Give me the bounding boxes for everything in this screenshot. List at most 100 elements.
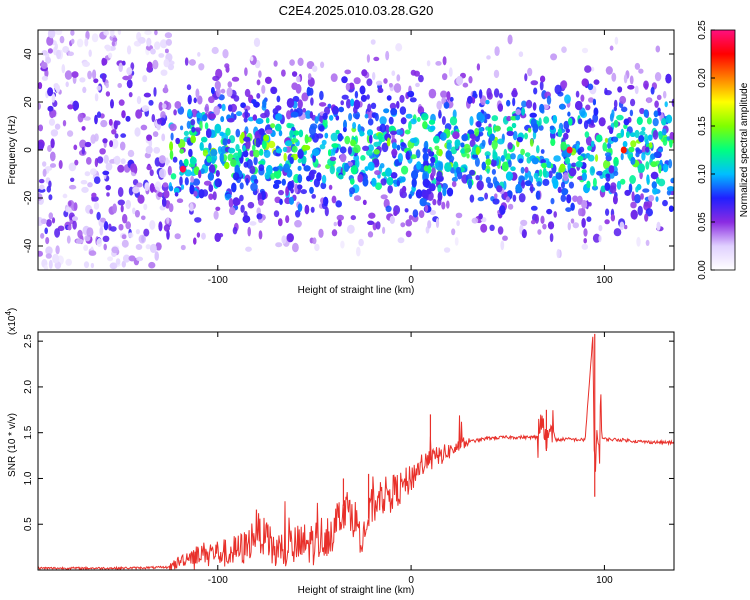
heatmap-cell [333, 221, 337, 227]
heatmap-cell [341, 94, 349, 100]
heatmap-cell [309, 186, 314, 194]
heatmap-x-axis-label: Height of straight line (km) [298, 285, 415, 296]
heatmap-cell [629, 109, 634, 117]
heatmap-cell [187, 108, 192, 118]
heatmap-cell [498, 92, 503, 99]
heatmap-cell [67, 51, 74, 57]
colorbar-tick-label: 0.05 [697, 212, 708, 232]
colorbar: 0.00 0.05 0.10 0.15 0.20 0.25 Normalized spec… [697, 20, 750, 280]
heatmap-cell [512, 194, 517, 202]
heatmap-cell [160, 111, 166, 120]
heatmap-cell [72, 216, 78, 221]
heatmap-cell [126, 79, 133, 89]
heatmap-cell [282, 146, 288, 153]
heatmap-cell [192, 178, 201, 186]
heatmap-cell [135, 229, 140, 235]
heatmap-cell [55, 84, 61, 93]
heatmap-cell [463, 143, 471, 154]
heatmap-cell [226, 87, 233, 97]
heatmap-cell [292, 95, 300, 103]
heatmap-cell [405, 151, 410, 160]
heatmap-cell [144, 182, 150, 192]
heatmap-cell [331, 105, 339, 115]
heatmap-cell [111, 138, 119, 149]
heatmap-cell [446, 187, 454, 197]
y-tick-label: 1.5 [23, 425, 34, 439]
heatmap-cell [575, 161, 583, 168]
heatmap-cell [436, 170, 443, 180]
heatmap-cell [553, 155, 561, 162]
heatmap-cell [73, 202, 78, 211]
heatmap-cell [560, 194, 567, 202]
heatmap-cell [278, 130, 283, 137]
heatmap-cell [372, 72, 376, 81]
heatmap-cell [652, 129, 659, 140]
heatmap-cell [258, 160, 265, 166]
heatmap-cell [38, 124, 43, 132]
heatmap-cell [215, 87, 221, 98]
heatmap-cell [229, 207, 236, 215]
heatmap-cell [292, 242, 299, 253]
heatmap-cell [642, 188, 650, 193]
heatmap-cell [380, 178, 387, 186]
heatmap-cell [604, 90, 612, 96]
heatmap-cell [38, 82, 43, 90]
y-tick-label: -20 [23, 190, 34, 205]
heatmap-cell [527, 67, 533, 77]
heatmap-cell [38, 193, 43, 201]
heatmap-cell [163, 224, 170, 232]
heatmap-cell [651, 181, 657, 189]
heatmap-cell [262, 99, 267, 108]
heatmap-cell [366, 78, 373, 87]
heatmap-cell [67, 130, 74, 137]
heatmap-cell [358, 238, 364, 247]
heatmap-cell [396, 101, 400, 109]
heatmap-cell [422, 152, 429, 162]
heatmap-cell [367, 118, 374, 126]
heatmap-cell [102, 235, 110, 242]
heatmap-cell [399, 106, 407, 115]
heatmap-cell [320, 182, 327, 190]
heatmap-cell [111, 41, 115, 47]
heatmap-cell [617, 86, 623, 93]
heatmap-cell [428, 88, 437, 99]
heatmap-cell [145, 244, 151, 250]
y-tick-label: 2.5 [23, 334, 34, 348]
heatmap-cell [389, 83, 393, 88]
heatmap-cell [143, 92, 151, 98]
heatmap-cell [400, 176, 406, 183]
heatmap-cell [82, 86, 87, 93]
heatmap-cell [478, 89, 483, 99]
heatmap-cell [188, 148, 193, 158]
heatmap-cell [596, 170, 604, 176]
heatmap-cell [279, 198, 283, 205]
heatmap-cell [553, 211, 557, 218]
heatmap-cell [44, 227, 48, 235]
heatmap-cell [97, 156, 104, 164]
heatmap-cell [311, 194, 317, 199]
y-tick-label: 0.5 [23, 517, 34, 531]
heatmap-cell [591, 185, 599, 191]
heatmap-cell [253, 156, 258, 166]
heatmap-cell [546, 95, 552, 105]
heatmap-cell [180, 184, 185, 190]
heatmap-cell [521, 179, 526, 189]
heatmap-cell [71, 38, 75, 45]
x-tick-label: -100 [208, 275, 228, 286]
heatmap-cell [202, 114, 208, 122]
heatmap-cell [39, 184, 45, 190]
heatmap-cell [114, 133, 119, 139]
heatmap-cell [167, 63, 175, 71]
heatmap-cell [378, 86, 382, 93]
heatmap-cell [193, 237, 197, 245]
heatmap-cell [641, 152, 646, 161]
heatmap-cell [584, 65, 592, 73]
heatmap-cell [587, 83, 594, 91]
heatmap-cell [664, 101, 668, 108]
heatmap-cell [310, 97, 314, 106]
heatmap-cell [416, 117, 421, 122]
heatmap-cell [82, 61, 90, 67]
heatmap-cell [581, 218, 586, 228]
heatmap-cell [256, 93, 261, 99]
heatmap-cell [170, 132, 174, 141]
